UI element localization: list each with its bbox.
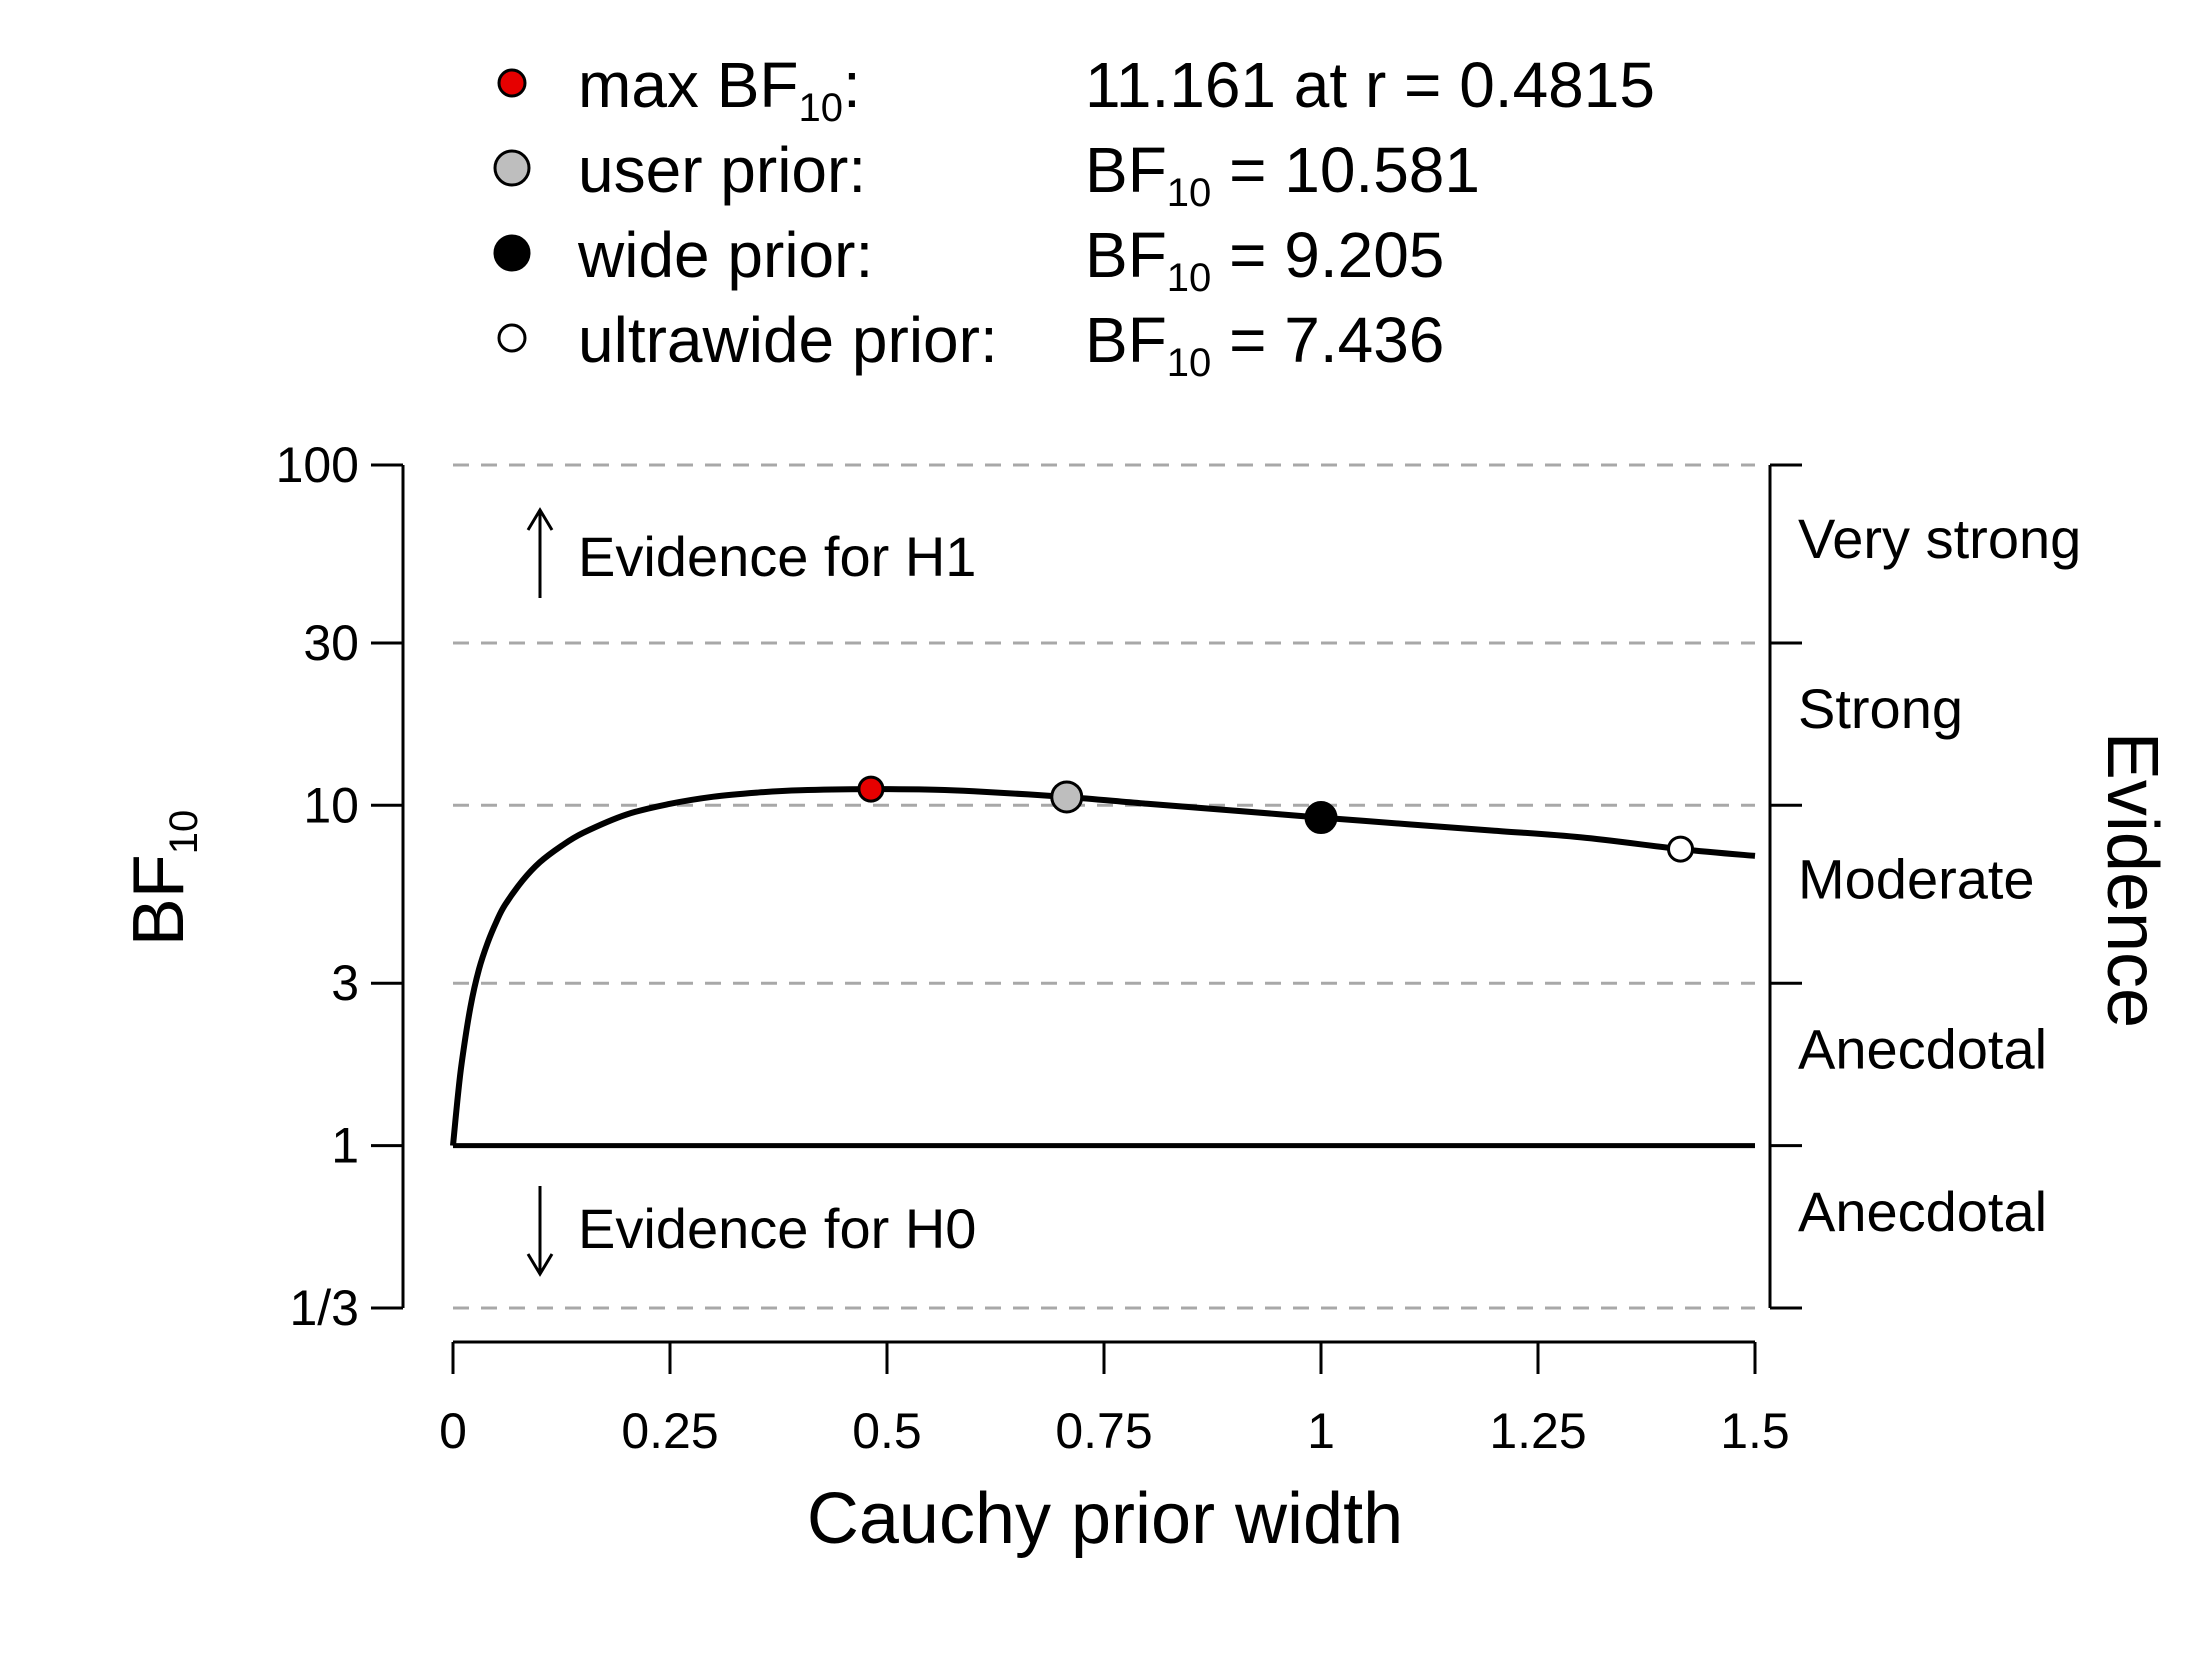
legend-marker-wide [493,234,531,272]
y-tick-label-2: 3 [331,955,359,1011]
bf-curve [450,786,1756,1146]
legend-value-sub: 10 [1167,171,1212,215]
legend-label-ultrawide: ultrawide prior: [578,304,998,376]
legend-marker-max [497,68,527,98]
right-axis-title: Evidence [2092,732,2172,1028]
legend-label-sub: 10 [798,86,843,130]
x-tick-label-2: 0.5 [852,1403,922,1459]
legend-label-max: max BF10: [578,49,861,130]
legend-value-sub: 10 [1167,256,1212,300]
legend-value-user: BF10 = 10.581 [1085,134,1480,215]
x-tick-label-5: 1.25 [1489,1403,1586,1459]
evidence-label-0: Very strong [1798,507,2081,570]
gridlines [453,463,1755,1310]
legend-value-main: BF [1085,219,1167,291]
y-tick-label-5: 100 [276,437,359,493]
x-tick-label-6: 1.5 [1720,1403,1790,1459]
h1-arrow-head [526,507,554,531]
y-axis-title-sub: 10 [162,810,206,855]
axis-labels: Cauchy prior width BF10 Evidence [119,732,2172,1559]
legend-value-sub: 10 [1167,341,1212,385]
y-tick-label-0: 1/3 [289,1280,359,1336]
y-tick-label-4: 30 [303,615,359,671]
point-max [857,775,885,803]
y-tick-label-3: 10 [303,777,359,833]
evidence-label-2: Moderate [1798,847,2035,910]
evidence-label-4: Anecdotal [1798,1180,2047,1243]
x-tick-label-0: 0 [439,1403,467,1459]
y-tick-label-1: 1 [331,1118,359,1174]
h0-annotation: Evidence for H0 [578,1197,976,1260]
legend-value-wide: BF10 = 9.205 [1085,219,1444,300]
x-tick-label-3: 0.75 [1055,1403,1152,1459]
legend-value-max: 11.161 at r = 0.4815 [1085,49,1655,121]
legend-label-wide: wide prior: [577,219,873,291]
legend-label-main: user prior: [578,134,866,206]
series [450,775,1756,1149]
x-tick-label-1: 0.25 [621,1403,718,1459]
legend-marker-user [493,149,531,187]
evidence-label-3: Anecdotal [1798,1017,2047,1080]
legend-label-main: wide prior: [577,219,873,291]
legend-marker-ultrawide [497,323,527,353]
legend-value-tail: = 9.205 [1211,219,1444,291]
legend-label-tail: : [843,49,861,121]
legend-label-main: max BF [578,49,798,121]
x-tick-label-4: 1 [1307,1403,1335,1459]
legend-label-main: ultrawide prior: [578,304,998,376]
legend-value-main: BF [1085,134,1167,206]
legend-value-tail: = 10.581 [1211,134,1480,206]
legend-value-ultrawide: BF10 = 7.436 [1085,304,1444,385]
legend-label-user: user prior: [578,134,866,206]
point-wide [1304,801,1338,835]
legend-value-tail: = 7.436 [1211,304,1444,376]
point-ultrawide [1667,835,1695,863]
y-axis-title: BF10 [119,810,206,947]
y-axis-title-main: BF [119,854,199,946]
legend-value-main: BF [1085,304,1167,376]
legend-value-text: 11.161 at r = 0.4815 [1085,49,1655,121]
annotations: Evidence for H1 Evidence for H0 [526,507,976,1277]
evidence-label-1: Strong [1798,677,1963,740]
x-axis-title: Cauchy prior width [807,1479,1403,1559]
h1-annotation: Evidence for H1 [578,525,976,588]
point-user [1050,780,1084,814]
h0-arrow-head [526,1253,554,1277]
